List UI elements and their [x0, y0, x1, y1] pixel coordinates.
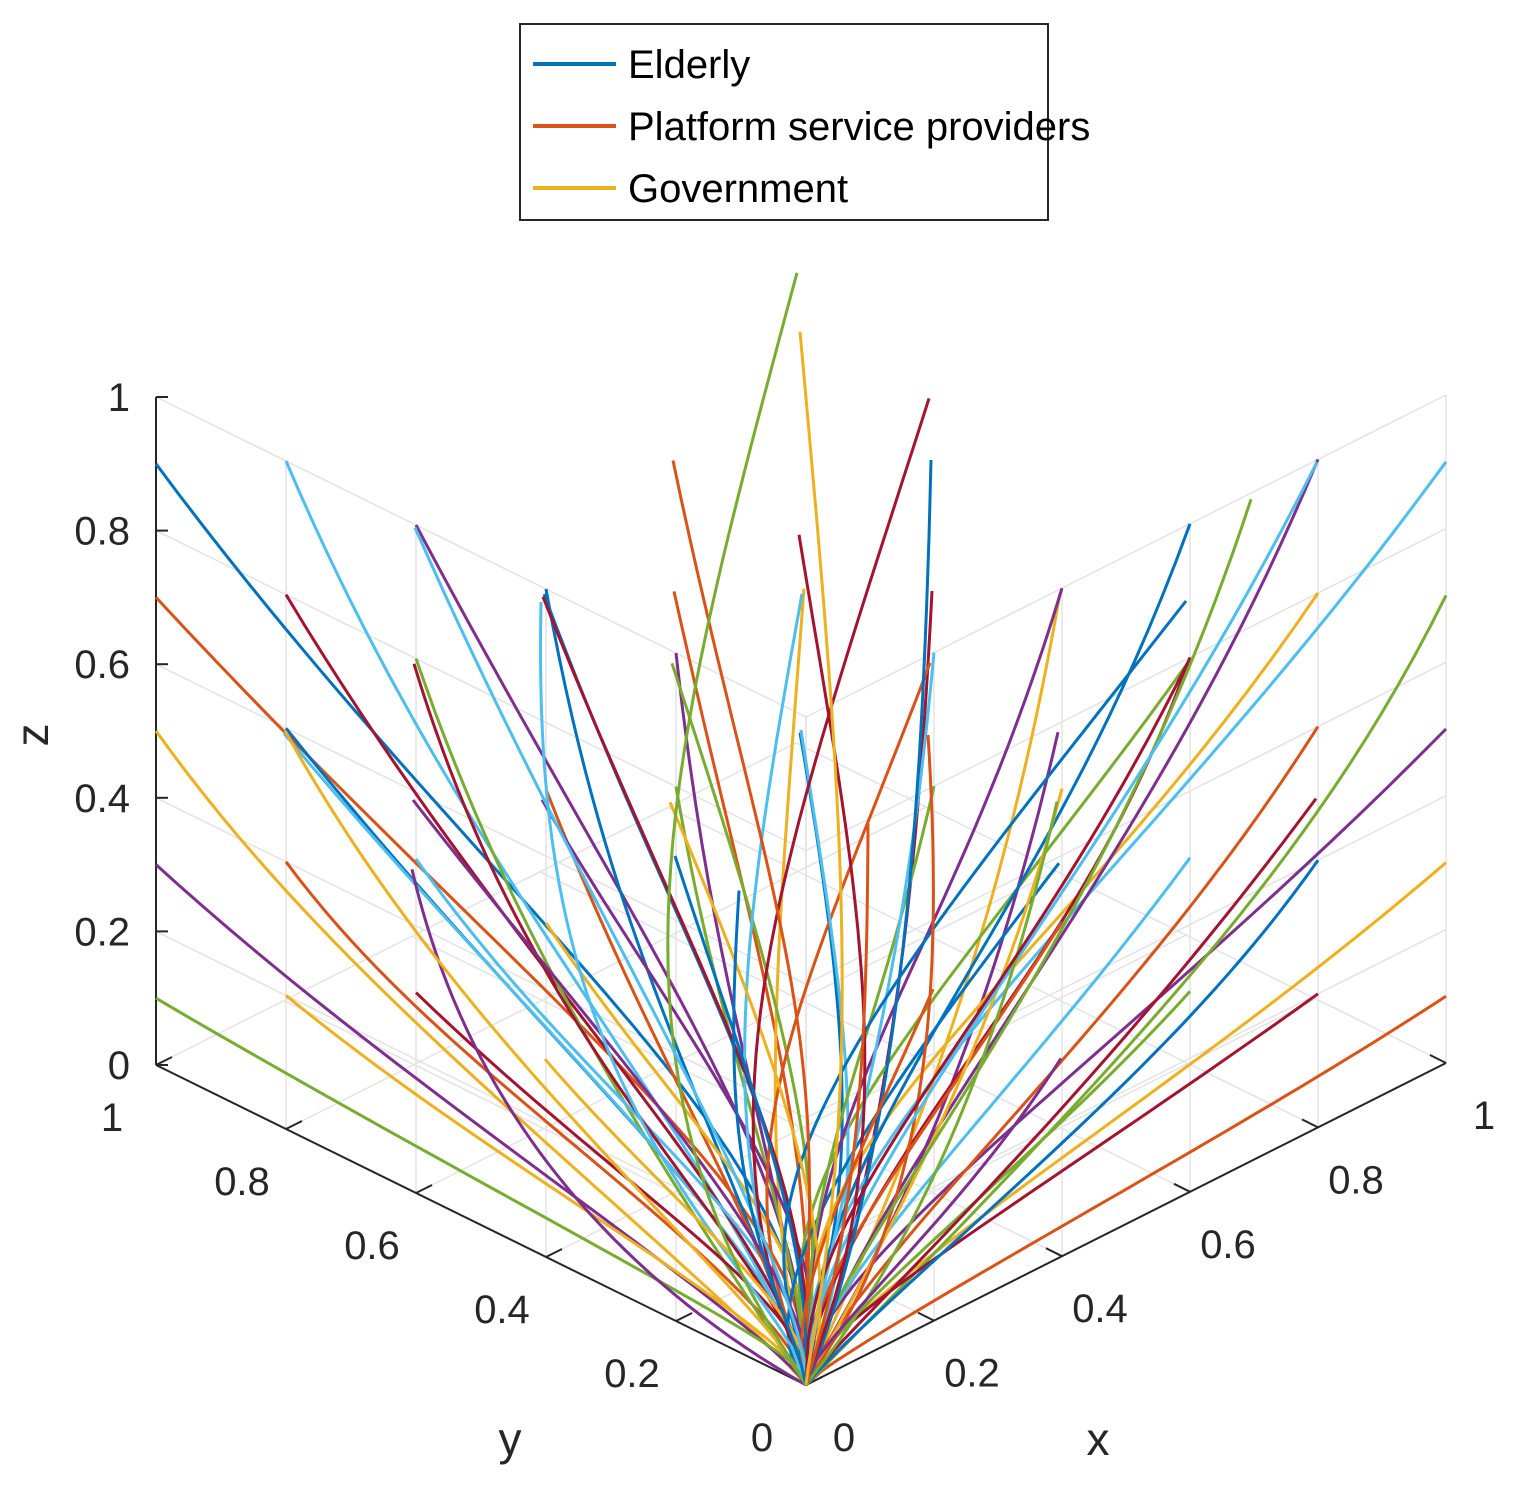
- z-axis-title: z: [6, 724, 58, 747]
- trajectory-line: [804, 587, 1064, 1386]
- z-tick-label: 0.4: [74, 777, 130, 821]
- z-tick-label: 0: [108, 1044, 130, 1088]
- trajectory-line: [154, 730, 808, 1386]
- trajectory-line: [804, 734, 935, 1386]
- z-tick-label: 1: [108, 376, 130, 420]
- y-tick: [285, 1120, 303, 1130]
- x-tick-label: 0.8: [1328, 1158, 1384, 1202]
- trajectory-line: [414, 658, 808, 1386]
- trajectory-line: [413, 526, 808, 1386]
- z-tick-label: 0.6: [74, 643, 130, 687]
- trajectory-line: [154, 596, 808, 1386]
- x-tick: [917, 1311, 935, 1322]
- floor-grid-line: [155, 742, 797, 1066]
- floor-grid-line: [795, 742, 1447, 1064]
- trajectory-line: [804, 1057, 1063, 1386]
- trajectory-line: [804, 459, 933, 1386]
- trajectory-line: [804, 797, 1318, 1386]
- x-tick-label: 0.6: [1200, 1223, 1256, 1267]
- trajectory-line: [671, 460, 812, 1386]
- y-tick-label: 0: [751, 1416, 773, 1460]
- trajectory-line: [751, 397, 931, 1386]
- y-tick-label: 0.4: [474, 1288, 530, 1332]
- trajectory-line: [414, 524, 808, 1386]
- tick-labels: 0 0 0 0.2 0.2 0.2 0.4 0.4 0.4 0.6 0.6 0.6 0.8 0.8 0.8 1…: [74, 376, 1495, 1460]
- x-axis-line: [805, 1062, 1447, 1386]
- trajectory-line: [773, 588, 808, 1386]
- y-tick-label: 0.6: [344, 1224, 400, 1268]
- wall-grid-line: [155, 529, 807, 852]
- legend: Elderly Platform service providers Gover…: [519, 23, 1090, 221]
- trajectory-line: [804, 823, 870, 1386]
- trajectory-line: [782, 600, 1188, 1386]
- wall-grid-line: [805, 527, 1447, 852]
- y-tick: [545, 1248, 563, 1258]
- y-axis-line: [155, 1064, 807, 1386]
- trajectory-line: [804, 498, 1253, 1386]
- y-tick-label: 0.8: [214, 1160, 270, 1204]
- trajectory-line: [804, 458, 1320, 1386]
- trajectory-lines: [154, 272, 1448, 1387]
- x-tick-label: 0.2: [944, 1352, 1000, 1396]
- x-tick: [1045, 1247, 1063, 1258]
- trajectory-line: [798, 331, 844, 1386]
- trajectory-line: [804, 785, 936, 1386]
- trajectory-line: [674, 786, 808, 1386]
- z-tick-label: 0.8: [74, 510, 130, 554]
- trajectory-line: [804, 461, 1319, 1386]
- y-tick: [415, 1184, 433, 1194]
- x-axis-title: x: [1087, 1413, 1110, 1465]
- x-tick: [1301, 1118, 1319, 1129]
- trajectory-line: [155, 996, 808, 1386]
- x-tick-label: 1: [1473, 1094, 1495, 1138]
- trajectory-line: [804, 859, 1320, 1386]
- y-tick-label: 1: [101, 1096, 123, 1140]
- x-tick: [1173, 1182, 1191, 1193]
- legend-label-government: Government: [628, 167, 848, 211]
- axes-layer: [155, 396, 1447, 1386]
- wall-grid-line: [805, 394, 1447, 718]
- trajectory-line: [543, 1058, 808, 1386]
- trajectory-line: [804, 788, 1064, 1386]
- trajectory-line: [284, 860, 808, 1386]
- trajectory-line: [411, 799, 810, 1386]
- wall-grid-line: [155, 396, 807, 718]
- legend-label-platform: Platform service providers: [628, 105, 1090, 149]
- floor-grid-line: [285, 806, 927, 1130]
- trajectory-line: [410, 869, 807, 1387]
- trajectory-line: [666, 272, 808, 1386]
- x-tick-label: 0.4: [1072, 1287, 1128, 1331]
- y-tick: [675, 1312, 693, 1322]
- y-tick-label: 0.2: [604, 1352, 660, 1396]
- trajectory-line: [412, 663, 808, 1386]
- y-axis-title: y: [499, 1413, 522, 1465]
- trajectory-line: [804, 460, 1448, 1386]
- trajectory-line: [804, 592, 1320, 1386]
- floor-grid-line: [415, 870, 1057, 1194]
- trajectory-line: [285, 994, 808, 1386]
- trajectory-line: [284, 593, 808, 1386]
- wall-grid-line: [805, 661, 1447, 985]
- z-tick-label: 0.2: [74, 910, 130, 954]
- legend-label-elderly: Elderly: [628, 43, 750, 87]
- trajectory-line: [283, 730, 808, 1386]
- wall-grid-line: [805, 795, 1447, 1119]
- trajectory-line: [732, 890, 808, 1386]
- x-tick-label: 0: [833, 1416, 855, 1460]
- y-tick: [155, 1056, 173, 1066]
- trajectory-line: [805, 994, 1447, 1387]
- x-tick: [1429, 1054, 1447, 1064]
- trajectory-line: [804, 659, 1191, 1386]
